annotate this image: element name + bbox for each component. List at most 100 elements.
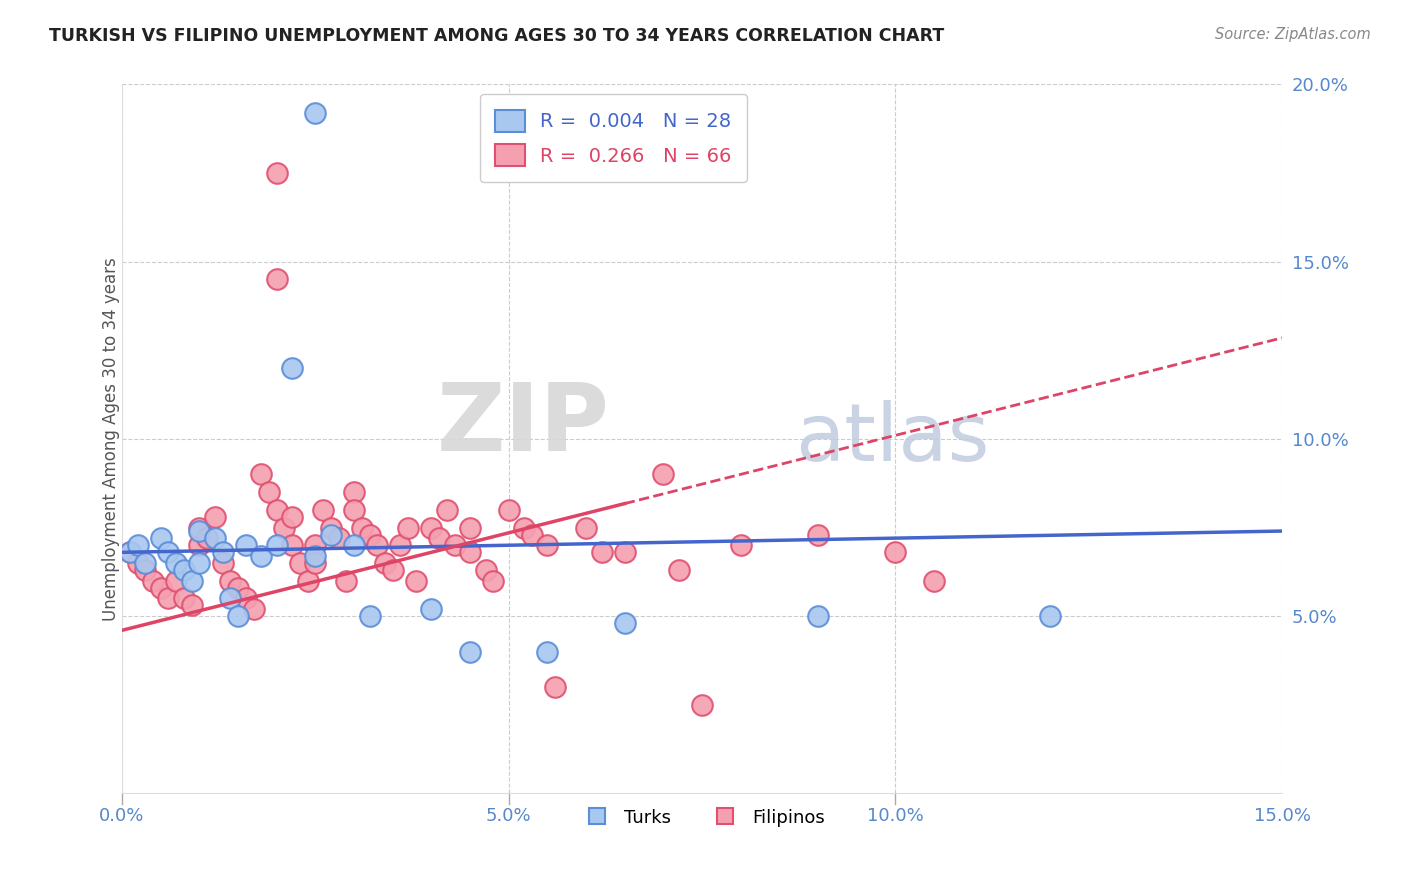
Point (730, 538, 752, 552)
Point (204, 531, 226, 545)
Point (359, 609, 381, 624)
Point (304, 549, 326, 563)
Point (350, 520, 373, 534)
Point (288, 556, 311, 570)
Point (188, 556, 211, 570)
Point (211, 545, 233, 559)
Point (173, 563, 195, 577)
Point (807, 527, 830, 541)
Point (226, 581, 249, 595)
Point (257, 485, 280, 500)
Text: ZIP: ZIP (436, 379, 609, 471)
Point (474, 563, 496, 577)
Point (427, 531, 450, 545)
Point (304, 556, 326, 570)
Point (173, 591, 195, 606)
Point (389, 538, 412, 552)
Point (458, 545, 481, 559)
Point (226, 609, 249, 624)
Point (335, 574, 357, 588)
Point (180, 574, 202, 588)
Point (204, 509, 226, 524)
Point (211, 556, 233, 570)
Point (575, 520, 598, 534)
Point (498, 503, 520, 517)
Point (250, 549, 273, 563)
Point (374, 556, 396, 570)
Text: Source: ZipAtlas.com: Source: ZipAtlas.com (1215, 27, 1371, 42)
Point (142, 574, 165, 588)
Point (157, 591, 180, 606)
Point (134, 563, 156, 577)
Point (188, 538, 211, 552)
Point (149, 531, 172, 545)
Point (381, 563, 404, 577)
Point (235, 591, 257, 606)
Point (405, 574, 427, 588)
Point (165, 556, 187, 570)
Point (613, 545, 636, 559)
Point (195, 531, 218, 545)
Point (250, 467, 273, 482)
Text: TURKISH VS FILIPINO UNEMPLOYMENT AMONG AGES 30 TO 34 YEARS CORRELATION CHART: TURKISH VS FILIPINO UNEMPLOYMENT AMONG A… (49, 27, 945, 45)
Point (281, 361, 304, 376)
Point (297, 574, 319, 588)
Y-axis label: Unemployment Among Ages 30 to 34 years: Unemployment Among Ages 30 to 34 years (103, 257, 120, 621)
Point (219, 591, 242, 606)
Text: atlas: atlas (794, 400, 990, 478)
Point (458, 644, 481, 658)
Point (127, 556, 149, 570)
Point (396, 520, 419, 534)
Point (922, 574, 945, 588)
Point (165, 574, 187, 588)
Point (281, 538, 304, 552)
Point (304, 538, 326, 552)
Point (343, 485, 366, 500)
Point (118, 545, 141, 559)
Point (613, 616, 636, 631)
Point (420, 602, 443, 616)
Point (436, 503, 458, 517)
Point (188, 520, 211, 534)
Point (127, 538, 149, 552)
Point (458, 520, 481, 534)
Point (188, 524, 211, 538)
Point (520, 527, 543, 541)
Point (343, 538, 366, 552)
Point (266, 166, 288, 180)
Legend: Turks, Filipinos: Turks, Filipinos (572, 802, 832, 834)
Point (513, 520, 536, 534)
Point (690, 698, 713, 712)
Point (591, 545, 613, 559)
Point (266, 272, 288, 286)
Point (536, 538, 558, 552)
Point (273, 520, 295, 534)
Point (482, 574, 505, 588)
Point (328, 531, 350, 545)
Point (1039, 609, 1062, 624)
Point (652, 467, 675, 482)
Point (118, 545, 141, 559)
Point (281, 509, 304, 524)
Point (544, 680, 567, 694)
Point (319, 527, 342, 541)
Point (359, 527, 381, 541)
Point (149, 581, 172, 595)
Point (242, 602, 264, 616)
Point (180, 599, 202, 613)
Point (134, 556, 156, 570)
Point (304, 105, 326, 120)
Point (319, 520, 342, 534)
Point (312, 503, 335, 517)
Point (807, 609, 830, 624)
Point (420, 520, 443, 534)
Point (536, 644, 558, 658)
Point (443, 538, 465, 552)
Point (157, 545, 180, 559)
Point (366, 538, 388, 552)
Point (343, 503, 366, 517)
Point (266, 538, 288, 552)
Point (219, 574, 242, 588)
Point (884, 545, 907, 559)
Point (668, 563, 690, 577)
